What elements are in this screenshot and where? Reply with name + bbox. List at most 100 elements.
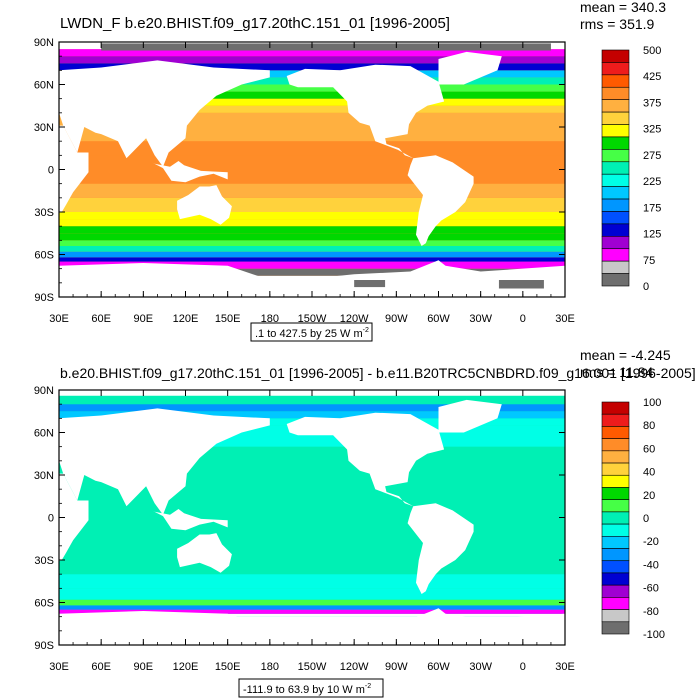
land-n-america [286,412,445,507]
colorbar-swatch [601,223,630,237]
field-band [59,560,565,575]
field-band [59,605,565,610]
land-s-america [407,155,474,246]
x-tick-label: 90W [385,313,408,325]
colorbar-swatch [601,211,630,225]
colorbar-swatch [601,462,630,476]
x-tick-label: 150E [215,313,241,325]
missing-antarctic-b [498,280,544,289]
field-band [59,404,565,412]
colorbar-swatch [601,248,630,262]
field-band [59,545,565,560]
land-eurasia [59,408,270,515]
field-band [59,49,565,57]
y-tick-label: 0 [48,165,54,177]
land-antarctica [59,260,565,297]
top-rms: rms = 351.9 [580,16,655,32]
land-indonesia [151,161,228,183]
field-band [59,251,565,258]
bottom-colorbar: 100 80 60 40 20 0 -20 -40 -60 -80 -100 [601,397,665,641]
top-y-axis: 90N 60N 30N 0 30S 60S 90S [34,37,565,304]
y-tick-label: 60N [34,428,54,440]
field-band [59,411,565,419]
x-tick-label: 150W [298,661,327,673]
colorbar-swatch [601,413,630,427]
colorbar-swatch [601,450,630,464]
top-range-note-box [250,322,373,342]
x-tick-label: 30W [469,661,492,673]
y-tick-label: 90N [34,385,54,397]
field-band [59,155,565,170]
colorbar-swatch [601,487,630,500]
bottom-land-mask [59,390,565,645]
top-title: LWDN_F b.e20.BHIST.f09_g17.20thC.151_01 … [60,15,450,32]
colorbar-label: 60 [643,443,655,455]
field-band [59,574,565,589]
y-tick-label: 60N [34,80,54,92]
colorbar-label: -40 [643,559,659,571]
land-antarctica [59,608,565,645]
x-tick-label: 120W [340,313,369,325]
x-tick-label: 30E [555,313,575,325]
colorbar-label: 125 [643,229,661,241]
x-tick-label: 120E [173,661,199,673]
land-australia [177,185,232,225]
field-band [59,489,565,504]
field-band [59,91,565,99]
y-tick-label: 60S [34,598,54,610]
colorbar-swatch [601,124,630,138]
land-africa [59,473,89,562]
land-indonesia [151,509,228,531]
colorbar-swatch [601,621,630,635]
top-panel: LWDN_F b.e20.BHIST.f09_g17.20thC.151_01 … [34,0,666,342]
x-tick-label: 30E [49,313,69,325]
colorbar-swatch [601,111,630,125]
colorbar-swatch [601,548,630,562]
land-n-america [286,64,445,159]
field-band [59,233,565,241]
field-band [59,197,565,212]
top-colorbar: 500 425 375 325 275 225 175 125 75 0 [601,45,661,293]
x-tick-label: 60W [427,661,450,673]
field-band [59,63,565,71]
colorbar-label: 375 [643,97,661,109]
y-tick-label: 90S [34,640,54,652]
y-tick-label: 30N [34,470,54,482]
colorbar-swatch [601,99,630,113]
missing-arctic [101,43,551,51]
field-band [59,141,565,156]
y-tick-label: 0 [48,513,54,525]
x-tick-label: 120E [173,313,199,325]
colorbar-label: -60 [643,583,659,595]
colorbar-swatch [601,499,630,513]
field-band [59,531,565,546]
y-tick-label: 90S [34,292,54,304]
colorbar-label: 75 [643,255,655,267]
field-band [59,257,565,262]
field-band [59,609,565,614]
x-tick-label: 60E [91,661,111,673]
colorbar-swatch [601,584,630,598]
land-australia [177,533,232,573]
field-band [59,212,565,220]
colorbar-label: -20 [643,536,659,548]
colorbar-swatch [601,560,630,574]
x-tick-label: 90W [385,661,408,673]
colorbar-swatch [601,260,630,274]
x-tick-label: 180 [261,313,279,325]
colorbar-swatch [601,236,630,250]
field-band [59,240,565,246]
colorbar-swatch [601,74,630,88]
land-greenland [438,399,502,433]
x-tick-label: 0 [520,313,526,325]
colorbar-label: 175 [643,202,661,214]
bottom-range-note: -111.9 to 63.9 by 10 W m-2 [238,678,384,698]
colorbar-swatch [601,511,630,525]
x-tick-label: 120W [340,661,369,673]
field-band [59,246,565,252]
field-band [59,268,565,276]
land-greenland [438,51,502,85]
colorbar-label: 325 [643,124,661,136]
colorbar-swatch [601,438,630,452]
